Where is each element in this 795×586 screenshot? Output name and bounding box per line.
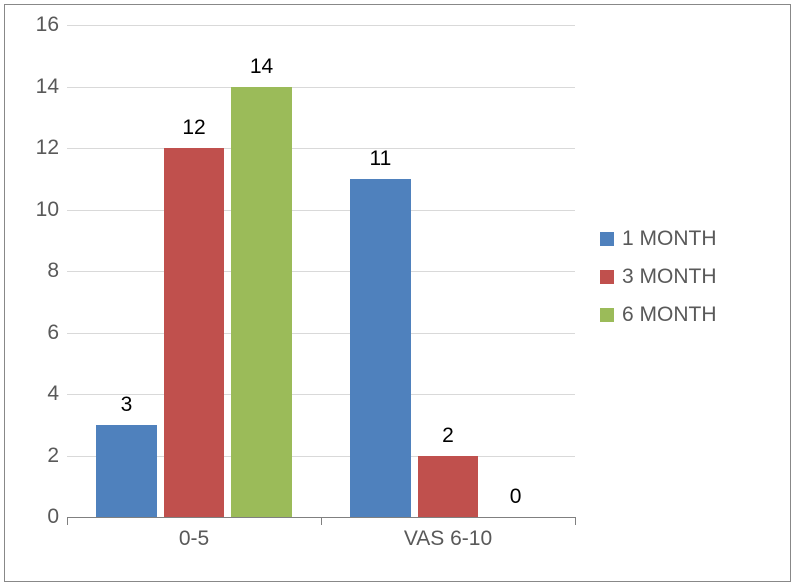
gridline [67,148,575,149]
bar [164,148,225,517]
legend-item: 3 MONTH [600,265,717,289]
y-axis-label: 6 [47,321,59,345]
bar [96,425,157,517]
legend-item: 6 MONTH [600,303,717,327]
legend-label: 3 MONTH [622,265,717,289]
plot-area: 02468101214160-5VAS 6-10312141120 [67,25,575,517]
x-axis-label: 0-5 [179,527,209,551]
y-axis-label: 10 [36,198,59,222]
data-label: 2 [442,424,454,448]
legend-swatch [600,270,614,284]
gridline [67,25,575,26]
x-axis-tick [575,517,576,525]
gridline [67,394,575,395]
bar [350,179,411,517]
bar [418,456,479,518]
data-label: 11 [370,147,392,171]
legend-swatch [600,308,614,322]
bar [231,87,292,518]
legend-swatch [600,232,614,246]
gridline [67,87,575,88]
gridline [67,210,575,211]
data-label: 3 [121,393,133,417]
data-label: 12 [182,116,205,140]
data-label: 0 [510,485,522,509]
gridline [67,333,575,334]
legend: 1 MONTH 3 MONTH 6 MONTH [600,213,717,341]
x-axis-tick [67,517,68,525]
x-axis-tick [321,517,322,525]
x-axis-label: VAS 6-10 [404,527,492,551]
y-axis-label: 14 [36,75,59,99]
y-axis-label: 4 [47,382,59,406]
legend-item: 1 MONTH [600,227,717,251]
y-axis-label: 2 [47,444,59,468]
legend-label: 1 MONTH [622,227,717,251]
y-axis-label: 0 [47,505,59,529]
y-axis-label: 8 [47,259,59,283]
legend-label: 6 MONTH [622,303,717,327]
chart-frame: 0 2 4 6 8 10 12 14 16 0-5 VAS 6-10 3 12 14 11 2 0 1 MONT… [4,4,791,582]
data-label: 14 [250,55,273,79]
y-axis-label: 16 [36,13,59,37]
y-axis-label: 12 [36,136,59,160]
gridline [67,271,575,272]
